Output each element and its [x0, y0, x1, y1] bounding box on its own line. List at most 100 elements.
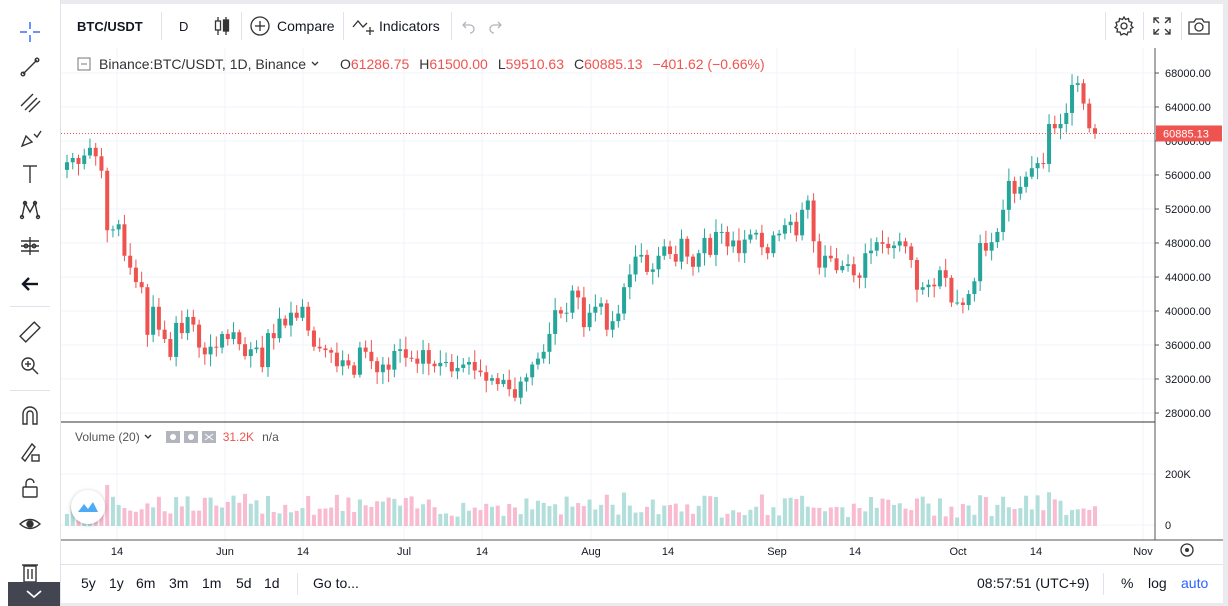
volume-settings-icons[interactable]	[165, 430, 217, 444]
range-6m[interactable]: 6m	[136, 575, 156, 591]
volume-bar	[777, 515, 782, 526]
logo-badge[interactable]	[71, 490, 105, 524]
volume-bar	[225, 501, 230, 526]
volume-bar	[891, 504, 897, 526]
range-5d[interactable]: 5d	[236, 575, 252, 591]
zoom-in-icon[interactable]	[14, 352, 46, 380]
fib-retracement-icon[interactable]	[14, 88, 46, 116]
candle-body	[386, 364, 391, 370]
range-1y[interactable]: 1y	[109, 575, 124, 591]
volume-bar	[478, 510, 483, 526]
volume-bar	[174, 497, 179, 526]
volume-bar	[1087, 509, 1092, 526]
time-axis-label: Oct	[949, 546, 966, 558]
volume-bar	[449, 515, 454, 526]
back-arrow-icon[interactable]	[14, 270, 46, 298]
candle-body	[1087, 103, 1092, 129]
goto-button[interactable]: Go to...	[313, 575, 359, 591]
volume-bar	[547, 506, 552, 526]
range-5y[interactable]: 5y	[81, 575, 96, 591]
unlock-icon[interactable]	[14, 474, 46, 502]
candle-body	[197, 324, 202, 348]
volume-value: 31.2K	[222, 430, 255, 444]
undo-button[interactable]	[459, 4, 477, 48]
crosshair-icon[interactable]	[14, 18, 46, 46]
range-1d[interactable]: 1d	[264, 575, 280, 591]
redo-button[interactable]	[487, 4, 505, 48]
chevron-down-icon[interactable]	[143, 432, 153, 442]
clock[interactable]: 08:57:51 (UTC+9)	[977, 575, 1090, 591]
candle-body	[943, 270, 948, 278]
indicators-button[interactable]: Indicators	[351, 4, 440, 48]
candles-style-button[interactable]	[213, 4, 231, 48]
chart-area[interactable]: 68000.00 64000.00 60000.00 56000.00 52000.00…	[61, 48, 1223, 564]
candle-body	[145, 287, 150, 335]
magnet-icon[interactable]	[14, 402, 46, 430]
volume-bar	[949, 506, 954, 526]
candle-body	[771, 235, 776, 254]
volume-title[interactable]: Volume (20)	[75, 430, 140, 444]
percent-toggle[interactable]: %	[1121, 575, 1134, 591]
open-value: 61286.75	[350, 56, 410, 72]
volume-bar	[220, 507, 225, 526]
collapse-legend-icon[interactable]	[77, 57, 91, 71]
auto-toggle[interactable]: auto	[1181, 575, 1209, 591]
candle-body	[599, 303, 604, 307]
legend-title[interactable]: Binance:BTC/USDT, 1D, Binance	[99, 56, 306, 72]
volume-bar	[593, 509, 598, 526]
volume-bar	[507, 503, 512, 526]
time-axis-label: 14	[849, 546, 861, 558]
range-1m[interactable]: 1m	[202, 575, 222, 591]
axis-settings-icon[interactable]	[1180, 543, 1194, 557]
candle-body	[622, 287, 627, 314]
compare-button[interactable]: Compare	[249, 4, 335, 48]
gear-icon	[1113, 15, 1135, 36]
candle-body	[116, 224, 121, 230]
brush-icon[interactable]	[14, 124, 46, 152]
trend-line-icon[interactable]	[14, 53, 46, 81]
range-3m[interactable]: 3m	[169, 575, 189, 591]
volume-bar	[754, 506, 759, 526]
volume-bar	[662, 505, 667, 526]
volume-bar	[162, 511, 167, 526]
collapse-toolbar-button[interactable]	[8, 582, 60, 606]
volume-bar	[702, 495, 707, 526]
candle-body	[1092, 128, 1098, 134]
volume-bar	[139, 509, 144, 526]
ruler-icon[interactable]	[14, 318, 46, 346]
volume-bar	[311, 514, 316, 526]
volume-bar	[610, 504, 615, 526]
candle-body	[260, 347, 265, 368]
candle-body	[949, 277, 954, 303]
text-tool-icon[interactable]	[14, 160, 46, 188]
candle-body	[1035, 163, 1040, 169]
pattern-icon[interactable]	[14, 196, 46, 224]
candle-body	[489, 378, 494, 381]
settings-button[interactable]	[1113, 4, 1135, 48]
price-axis-label: 68000.00	[1165, 68, 1211, 80]
volume-legend: Volume (20) 31.2K n/a	[75, 430, 279, 444]
volume-bar	[455, 516, 460, 526]
candle-body	[920, 287, 925, 290]
volume-bar	[1058, 500, 1063, 526]
time-axis-label: Nov	[1133, 546, 1153, 558]
log-toggle[interactable]: log	[1148, 575, 1167, 591]
volume-bar	[622, 492, 627, 526]
candle-body	[1006, 180, 1011, 210]
chevron-down-icon	[26, 590, 42, 599]
lock-drawing-icon[interactable]	[14, 438, 46, 466]
eye-icon[interactable]	[14, 510, 46, 538]
volume-bar	[926, 503, 931, 526]
time-axis-label: Aug	[581, 546, 601, 558]
snapshot-button[interactable]	[1187, 4, 1211, 48]
redo-icon	[489, 21, 502, 34]
fullscreen-button[interactable]	[1151, 4, 1173, 48]
prediction-icon[interactable]	[14, 232, 46, 260]
volume-bar	[914, 498, 919, 526]
volume-bar	[725, 513, 730, 526]
candle-body	[972, 281, 977, 294]
symbol-search[interactable]: BTC/USDT	[77, 18, 143, 34]
interval-button[interactable]: D	[179, 18, 189, 34]
chevron-down-icon[interactable]	[310, 59, 320, 69]
price-chart[interactable]: 68000.0064000.0060000.0056000.0052000.00…	[61, 48, 1223, 564]
